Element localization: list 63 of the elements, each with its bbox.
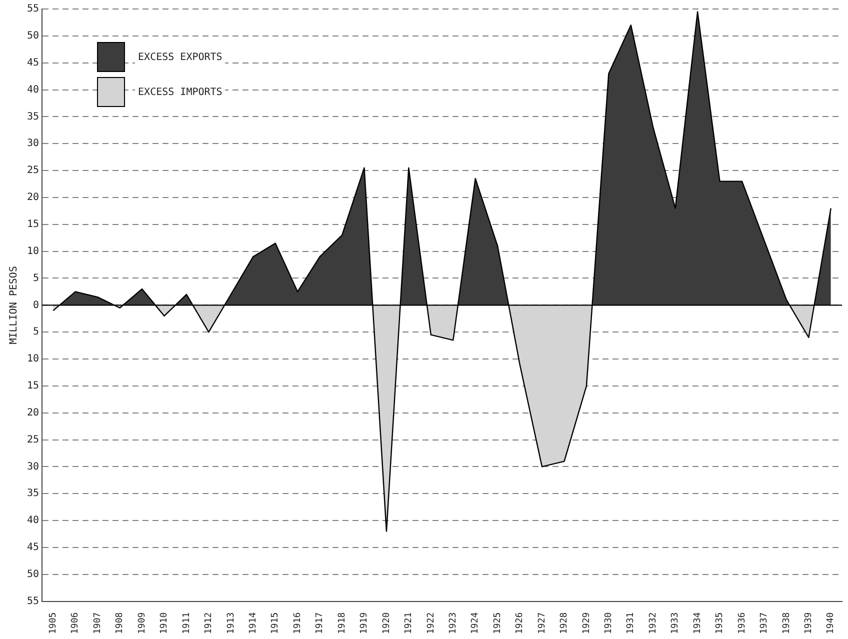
- y-tick-label: 25: [26, 434, 40, 446]
- x-tick-label: 1932: [648, 612, 658, 634]
- x-tick-label: 1939: [804, 612, 814, 634]
- x-tick-label: 1926: [515, 612, 526, 634]
- y-tick-label: 50: [26, 30, 40, 42]
- x-tick-label: 1923: [448, 612, 458, 634]
- key-panel: EXCESS EXPORTS EXCESS IMPORTS: [97, 37, 226, 112]
- x-tick-label: 1934: [692, 612, 703, 634]
- y-tick-label: 50: [26, 568, 40, 580]
- y-tick-label: 25: [26, 165, 40, 176]
- x-tick-label: 1920: [382, 612, 392, 634]
- x-tick-label: 1922: [426, 612, 436, 634]
- x-tick-label: 1927: [537, 612, 548, 634]
- y-tick-label: 20: [26, 192, 40, 204]
- x-tick-label: 1917: [315, 612, 326, 634]
- y-tick-label: 5: [33, 272, 40, 284]
- x-tick-label: 1909: [137, 612, 148, 634]
- y-tick-label: 15: [26, 218, 40, 230]
- x-tick-label: 1913: [226, 612, 236, 634]
- x-tick-label: 1936: [737, 612, 748, 634]
- y-axis-title: MILLION PESOS: [8, 266, 20, 344]
- y-tick-label: 5: [33, 326, 40, 338]
- x-tick-label: 1938: [782, 612, 792, 634]
- x-tick-label: 1911: [182, 612, 192, 634]
- x-tick-label: 1916: [292, 612, 303, 634]
- x-tick-label: 1930: [604, 612, 614, 634]
- annotation: EXCESS EXPORTS: [135, 50, 226, 64]
- x-tick-label: 1921: [404, 612, 414, 634]
- y-tick-label: 10: [26, 354, 40, 365]
- x-tick-label: 1905: [48, 612, 58, 634]
- y-tick-label: 55: [26, 596, 40, 607]
- y-tick-label: 30: [26, 138, 40, 150]
- x-tick-label: 1925: [492, 612, 503, 634]
- y-tick-label: 35: [26, 488, 40, 500]
- x-tick-label: 1918: [337, 612, 348, 634]
- x-tick-label: 1933: [670, 612, 681, 634]
- x-tick-label: 1919: [360, 612, 370, 634]
- y-tick-label: 0: [33, 300, 40, 311]
- y-tick-label: 10: [26, 246, 40, 257]
- x-tick-label: 1914: [248, 612, 258, 634]
- x-tick-label: 1910: [160, 612, 170, 634]
- x-tick-label: 1935: [715, 612, 726, 634]
- x-tick-label: 1915: [270, 612, 281, 634]
- y-tick-label: 40: [26, 515, 40, 526]
- annotation: EXCESS IMPORTS: [135, 86, 226, 98]
- y-tick-label: 30: [26, 461, 40, 472]
- y-tick-label: 55: [26, 4, 40, 15]
- x-tick-label: 1908: [115, 612, 126, 634]
- y-tick-label: 35: [26, 111, 40, 122]
- y-tick-label: 45: [26, 57, 40, 68]
- y-tick-label: 15: [26, 380, 40, 392]
- x-tick-label: 1937: [760, 612, 770, 634]
- y-tick-label: 45: [26, 542, 40, 554]
- x-tick-label: 1912: [204, 612, 214, 634]
- x-tick-label: 1906: [70, 612, 81, 634]
- x-tick-label: 1940: [826, 612, 836, 634]
- x-tick-label: 1924: [470, 612, 481, 634]
- x-tick-label: 1928: [560, 612, 570, 634]
- y-tick-label: 40: [26, 84, 40, 96]
- x-tick-label: 1931: [626, 612, 636, 634]
- y-tick-label: 20: [26, 407, 40, 418]
- x-tick-label: 1907: [92, 612, 103, 634]
- x-tick-label: 1929: [582, 612, 592, 634]
